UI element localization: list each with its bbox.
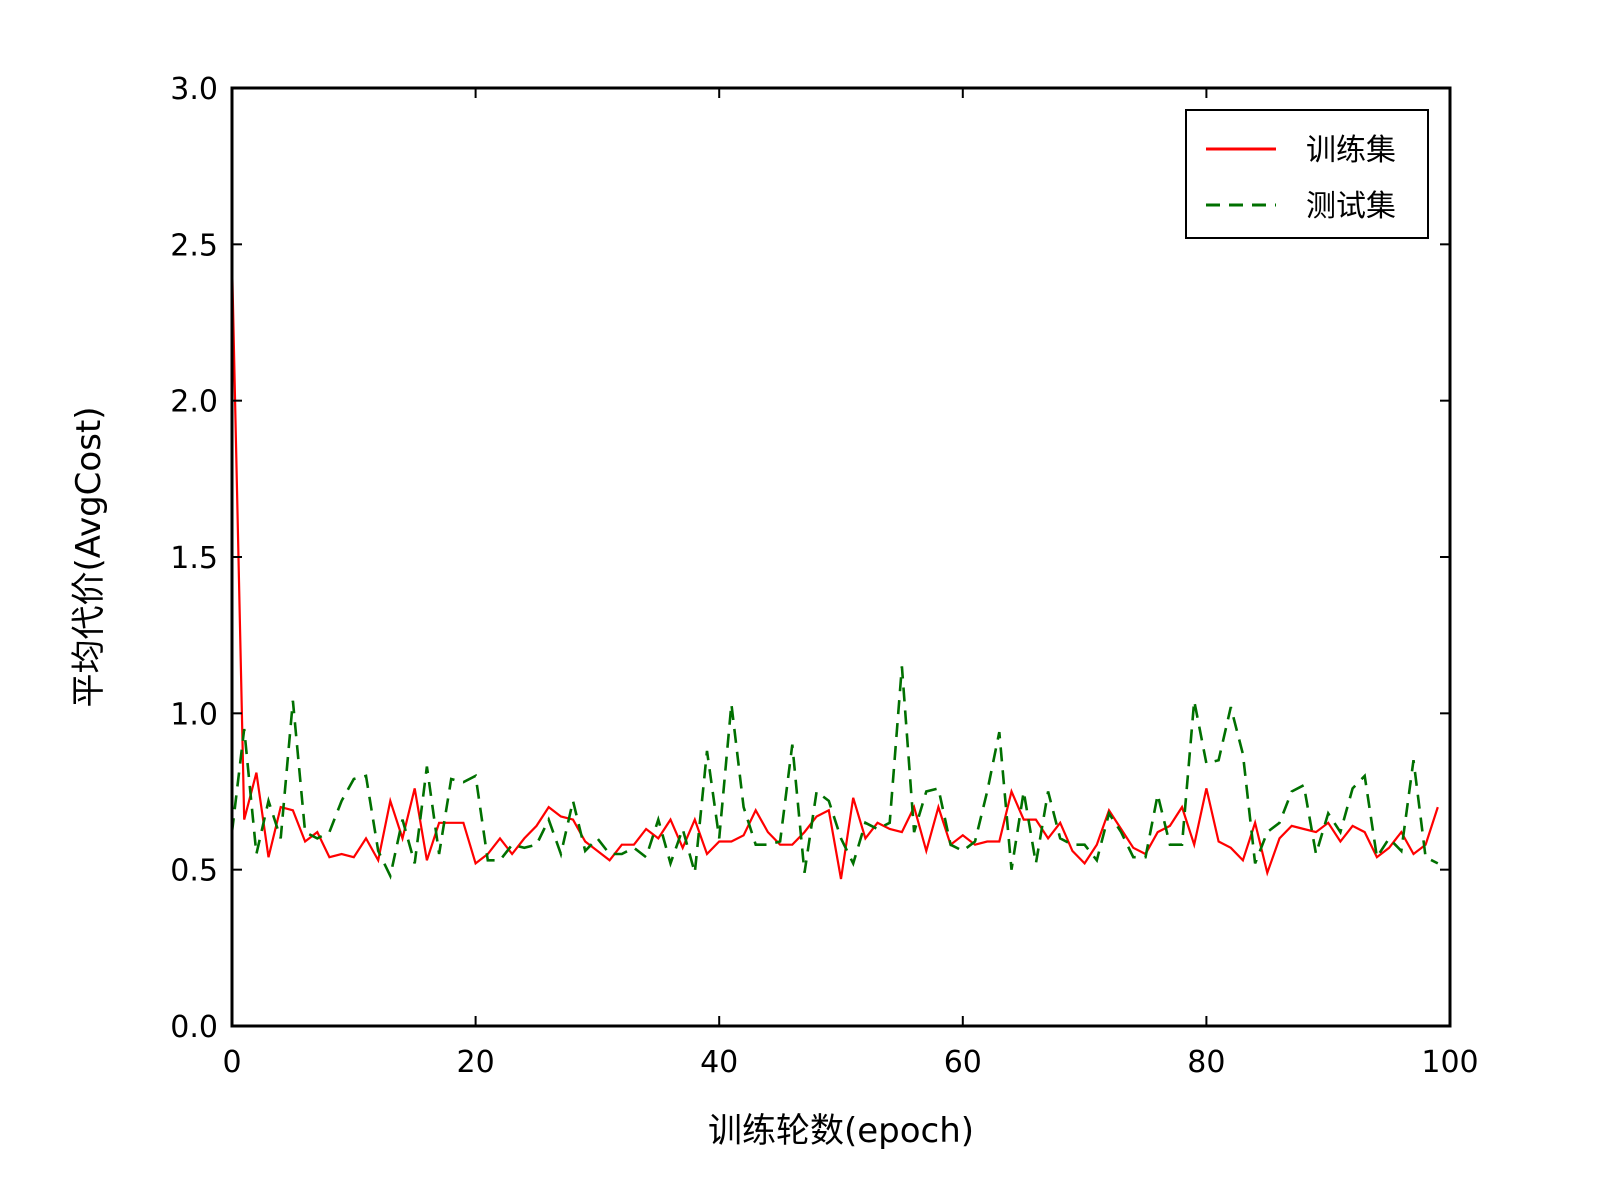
y-tick-label: 0.5 bbox=[170, 854, 218, 889]
legend-box bbox=[1185, 109, 1429, 239]
y-tick-label: 2.0 bbox=[170, 385, 218, 420]
y-tick-label: 1.5 bbox=[170, 541, 218, 576]
series-line-1 bbox=[230, 666, 1439, 880]
y-axis-label: 平均代价(AvgCost) bbox=[69, 406, 109, 707]
y-tick-label: 3.0 bbox=[170, 72, 218, 107]
x-axis-label: 训练轮数(epoch) bbox=[708, 1111, 974, 1151]
legend-label-train: 训练集 bbox=[1306, 133, 1396, 168]
x-tick-label: 0 bbox=[222, 1045, 241, 1080]
x-tick-label: 40 bbox=[700, 1045, 738, 1080]
y-tick-label: 0.0 bbox=[170, 1010, 218, 1045]
x-tick-label: 60 bbox=[944, 1045, 982, 1080]
plot-area bbox=[230, 259, 1439, 880]
x-tick-label: 20 bbox=[457, 1045, 495, 1080]
x-tick-label: 80 bbox=[1187, 1045, 1225, 1080]
axis-ticks: 0 20 40 60 80 100 0.0 0.5 1.0 1.5 2.0 2.5 3.0 bbox=[170, 72, 1478, 1080]
x-tick-label: 100 bbox=[1421, 1045, 1478, 1080]
y-tick-label: 1.0 bbox=[170, 697, 218, 732]
legend-label-test: 测试集 bbox=[1306, 189, 1396, 224]
series-line-0 bbox=[230, 259, 1439, 880]
legend: 训练集 测试集 bbox=[1185, 109, 1429, 239]
y-tick-label: 2.5 bbox=[170, 228, 218, 263]
